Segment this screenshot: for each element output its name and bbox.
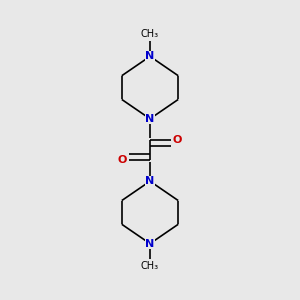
Text: N: N [146,51,154,62]
Text: O: O [118,155,127,165]
Text: N: N [146,238,154,249]
Text: N: N [146,176,154,186]
Text: CH₃: CH₃ [141,29,159,39]
Text: O: O [173,135,182,145]
Text: N: N [146,114,154,124]
Text: CH₃: CH₃ [141,261,159,271]
